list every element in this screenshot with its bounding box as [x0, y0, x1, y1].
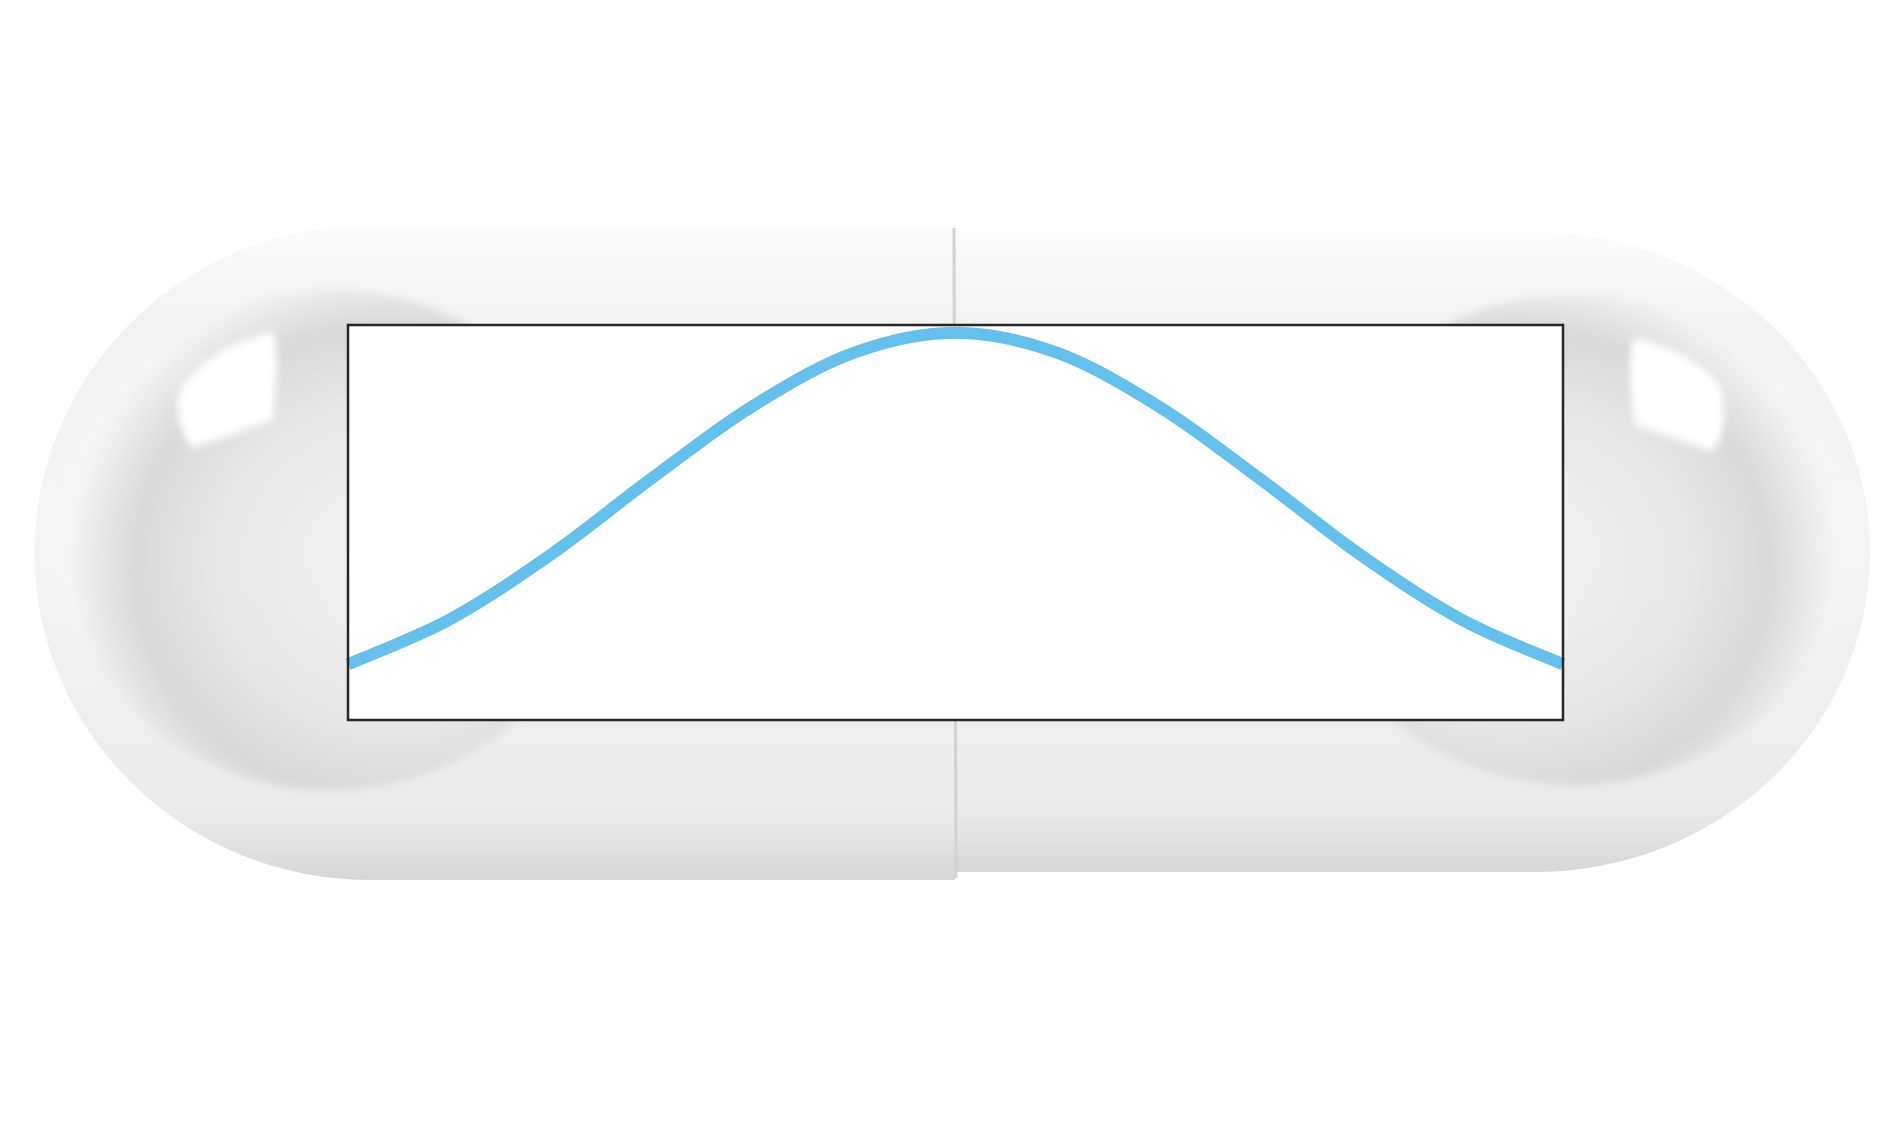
plot-frame: [346, 323, 1565, 722]
series-line-1: [345, 326, 1566, 670]
plot-area: [348, 325, 1563, 720]
series-layer: [345, 326, 1566, 670]
capsule-left-highlight: [177, 332, 277, 448]
capsule-right-highlight: [1630, 338, 1725, 452]
